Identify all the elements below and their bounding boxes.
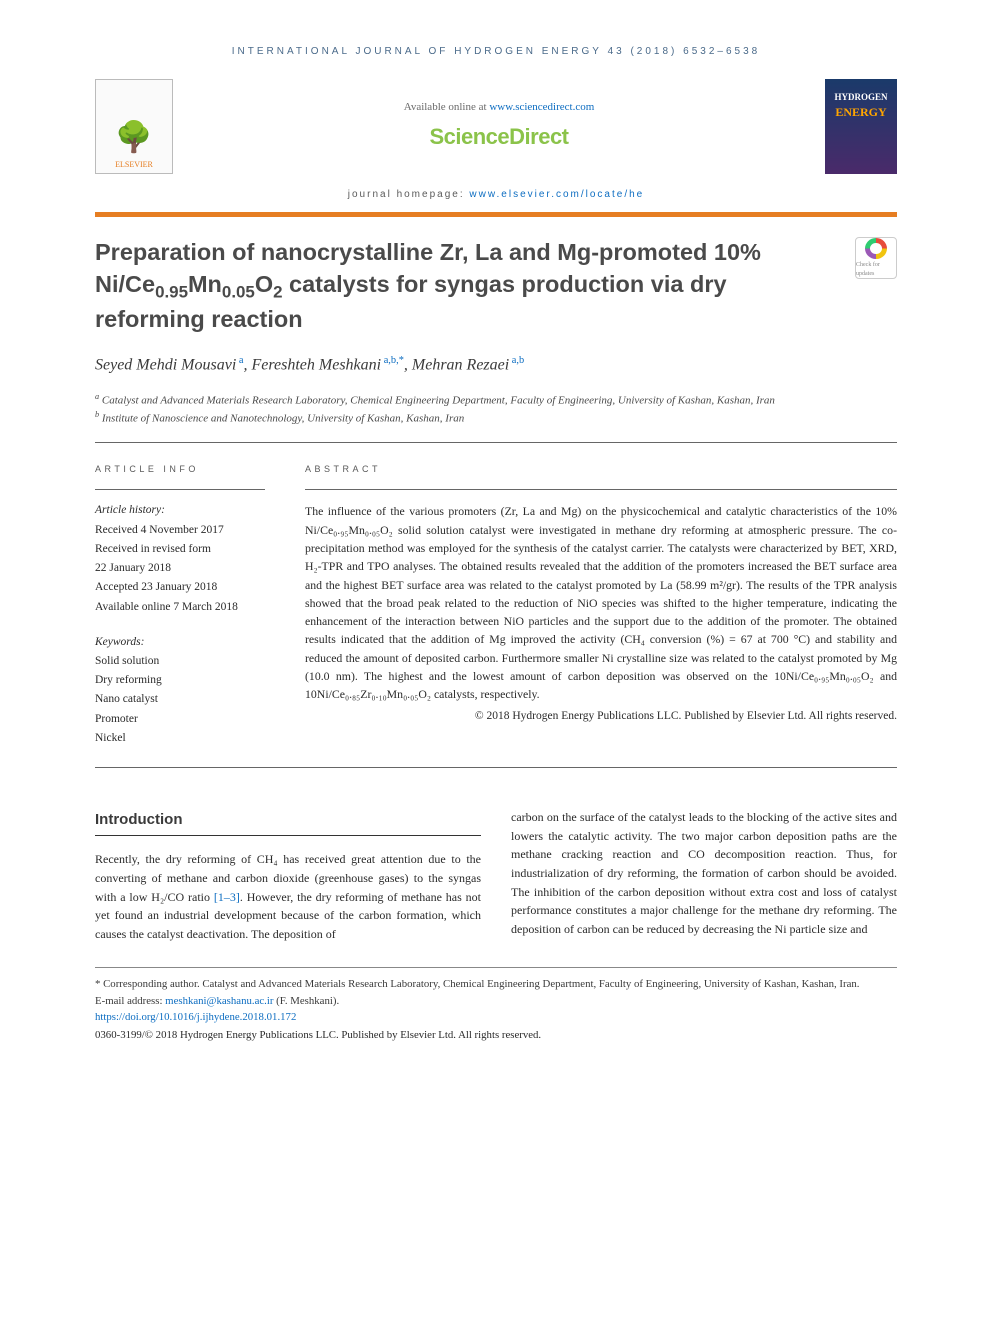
sciencedirect-link[interactable]: www.sciencedirect.com [489, 101, 594, 113]
title-sub2: 0.05 [222, 282, 255, 301]
introduction-head: Introduction [95, 808, 481, 836]
divider-top [95, 442, 897, 443]
affiliation-a: Catalyst and Advanced Materials Research… [102, 394, 775, 406]
keyword: Promoter [95, 711, 265, 728]
abstract-copyright: © 2018 Hydrogen Energy Publications LLC.… [305, 708, 897, 724]
title-sub3: 2 [273, 282, 282, 301]
affiliation-b: Institute of Nanoscience and Nanotechnol… [102, 413, 464, 425]
check-updates-badge[interactable]: Check for updates [855, 237, 897, 279]
keyword: Nickel [95, 730, 265, 747]
journal-homepage-link[interactable]: www.elsevier.com/locate/he [469, 189, 644, 200]
sciencedirect-logo: ScienceDirect [173, 122, 825, 153]
crossmark-icon [865, 238, 887, 259]
tree-icon: 🌳 [115, 117, 152, 159]
article-info-column: ARTICLE INFO Article history: Received 4… [95, 463, 265, 749]
abstract-divider [305, 489, 897, 490]
body-two-column: Introduction Recently, the dry reforming… [95, 808, 897, 943]
history-item: 22 January 2018 [95, 560, 265, 577]
footer-divider [95, 967, 897, 968]
email-link[interactable]: meshkani@kashanu.ac.ir [165, 995, 273, 1007]
running-head: INTERNATIONAL JOURNAL OF HYDROGEN ENERGY… [95, 45, 897, 59]
author-2: , Fereshteh Meshkani [244, 356, 382, 373]
elsevier-logo: 🌳 ELSEVIER [95, 79, 173, 174]
article-info-head: ARTICLE INFO [95, 463, 265, 476]
keyword: Solid solution [95, 653, 265, 670]
keywords-label: Keywords: [95, 634, 265, 650]
cover-hydrogen: HYDROGEN [829, 91, 893, 104]
history-item: Accepted 23 January 2018 [95, 579, 265, 596]
available-online: Available online at www.sciencedirect.co… [173, 100, 825, 115]
doi-link[interactable]: https://doi.org/10.1016/j.ijhydene.2018.… [95, 1011, 296, 1023]
history-item: Available online 7 March 2018 [95, 599, 265, 616]
title-sub1: 0.95 [155, 282, 188, 301]
orange-divider [95, 212, 897, 217]
keyword: Nano catalyst [95, 691, 265, 708]
keyword: Dry reforming [95, 672, 265, 689]
author-2-affil: a,b,* [381, 355, 404, 366]
title-p3: O [255, 271, 273, 297]
author-3: , Mehran Rezaei [404, 356, 509, 373]
affiliations: a Catalyst and Advanced Materials Resear… [95, 391, 897, 428]
intro-paragraph-left: Recently, the dry reforming of CH₄ has r… [95, 850, 481, 943]
abstract-text: The influence of the various promoters (… [305, 502, 897, 703]
cover-energy: ENERGY [829, 104, 893, 121]
history-item: Received 4 November 2017 [95, 522, 265, 539]
intro-paragraph-right: carbon on the surface of the catalyst le… [511, 808, 897, 938]
corresponding-author-note: * Corresponding author. Catalyst and Adv… [95, 976, 897, 992]
authors-line: Seyed Mehdi Mousavi a, Fereshteh Meshkan… [95, 354, 897, 377]
journal-prefix: journal homepage: [348, 189, 470, 200]
abstract-column: ABSTRACT The influence of the various pr… [305, 463, 897, 749]
journal-cover-thumbnail: HYDROGEN ENERGY [825, 79, 897, 174]
author-1: Seyed Mehdi Mousavi [95, 356, 236, 373]
journal-homepage-line: journal homepage: www.elsevier.com/locat… [95, 188, 897, 202]
header-band: 🌳 ELSEVIER Available online at www.scien… [95, 79, 897, 174]
author-1-affil: a [236, 355, 243, 366]
email-suffix: (F. Meshkani). [273, 995, 339, 1007]
history-label: Article history: [95, 502, 265, 518]
elsevier-label: ELSEVIER [115, 159, 153, 170]
abstract-head: ABSTRACT [305, 463, 897, 476]
available-prefix: Available online at [404, 101, 490, 113]
author-3-affil: a,b [509, 355, 524, 366]
divider-bottom [95, 767, 897, 768]
ref-link-1-3[interactable]: [1–3] [214, 890, 240, 904]
issn-copyright: 0360-3199/© 2018 Hydrogen Energy Publica… [95, 1028, 897, 1043]
email-line: E-mail address: meshkani@kashanu.ac.ir (… [95, 993, 897, 1009]
title-p2: Mn [188, 271, 222, 297]
history-item: Received in revised form [95, 541, 265, 558]
check-updates-label: Check for updates [856, 261, 896, 278]
info-divider [95, 489, 265, 490]
article-title: Preparation of nanocrystalline Zr, La an… [95, 237, 855, 336]
email-label: E-mail address: [95, 995, 165, 1007]
